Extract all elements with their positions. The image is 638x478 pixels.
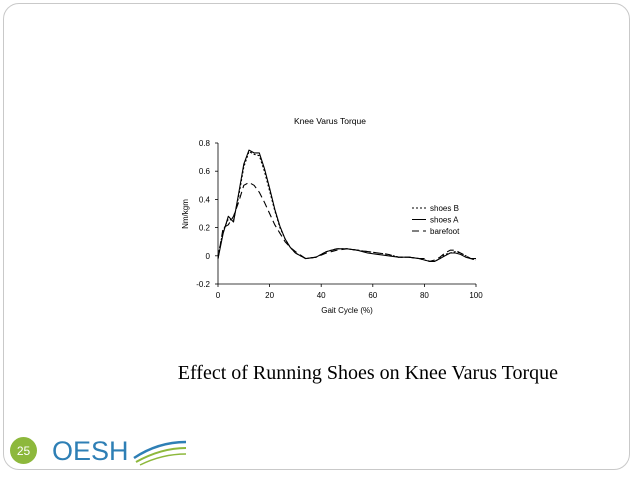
chart-title: Knee Varus Torque xyxy=(294,116,366,126)
legend-label: shoes B xyxy=(430,204,459,213)
x-tick-label: 60 xyxy=(368,291,377,300)
y-tick-label: 0 xyxy=(206,252,211,261)
y-tick-label: 0.2 xyxy=(199,224,211,233)
x-tick-label: 20 xyxy=(265,291,274,300)
legend-label: barefoot xyxy=(430,227,460,236)
oesh-logo: OESH xyxy=(52,436,187,466)
y-tick-label: 0.6 xyxy=(199,167,211,176)
logo-swoosh-accent2-icon xyxy=(139,453,187,466)
slide-caption-wrap: Effect of Running Shoes on Knee Varus To… xyxy=(0,362,638,385)
slide-frame xyxy=(3,3,630,470)
series-line-shoes-B xyxy=(217,150,477,262)
y-axis-label: Nm/kgm xyxy=(181,199,190,229)
logo-swoosh-accent-icon xyxy=(135,447,187,463)
legend-label: shoes A xyxy=(430,216,459,225)
x-tick-label: 40 xyxy=(317,291,326,300)
y-tick-label: 0.8 xyxy=(199,139,211,148)
x-tick-label: 80 xyxy=(420,291,429,300)
x-tick-label: 0 xyxy=(216,291,221,300)
logo-text: OESH xyxy=(52,436,129,466)
page-number-badge: 25 xyxy=(10,437,37,464)
series-line-shoes-A xyxy=(217,149,476,262)
slide-caption: Effect of Running Shoes on Knee Varus To… xyxy=(177,362,558,384)
plot-area: -0.2 0 0.2 0.4 0.6 0.8 0 20 40 60 80 100 xyxy=(196,139,483,300)
series-line-barefoot xyxy=(217,181,477,262)
logo-swoosh-icon xyxy=(133,440,187,460)
y-tick-label: 0.4 xyxy=(199,195,211,204)
y-tick-label: -0.2 xyxy=(196,280,210,289)
x-tick-label: 100 xyxy=(469,291,483,300)
legend: shoes B shoes A barefoot xyxy=(412,204,460,236)
x-axis-label: Gait Cycle (%) xyxy=(321,306,373,315)
